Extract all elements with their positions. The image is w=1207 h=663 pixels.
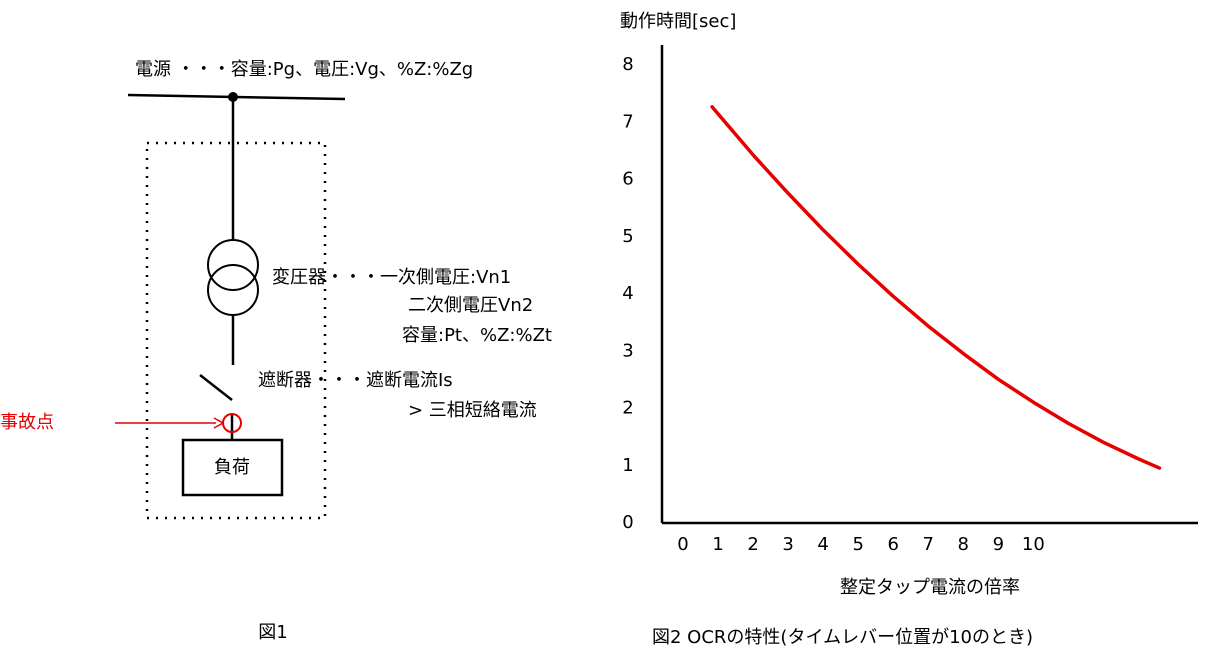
- y-tick-label: 3: [622, 340, 633, 361]
- x-tick-label: 1: [712, 534, 723, 555]
- y-tick-label: 4: [622, 283, 633, 304]
- load-box: [181, 438, 284, 497]
- y-tick-label: 0: [622, 512, 633, 533]
- transformer-coil: [207, 239, 259, 291]
- load-label: 負荷: [214, 457, 250, 478]
- x-tick-label: 10: [1022, 534, 1045, 555]
- x-tick-label: 5: [852, 534, 863, 555]
- x-tick-label: 3: [782, 534, 793, 555]
- x-tick-label: 4: [817, 534, 828, 555]
- x-tick-label: 9: [993, 534, 1004, 555]
- power-source-label: 電源 ・・・容量:Pg、電圧:Vg、%Z:%Zg: [135, 59, 473, 80]
- fault-point-label: 事故点: [0, 412, 54, 433]
- x-tick-label: 7: [923, 534, 934, 555]
- y-tick-label: 8: [622, 54, 633, 75]
- y-axis-title: 動作時間[sec]: [620, 11, 736, 32]
- transformer-label: 変圧器・・・一次側電圧:Vn1: [272, 267, 511, 288]
- breaker-label: 遮断器・・・遮断電流Is: [258, 370, 453, 391]
- x-tick-label: 6: [887, 534, 898, 555]
- fault-arrowhead: [213, 417, 225, 429]
- data-line: [710, 105, 1162, 470]
- chart-caption: 図2 OCRの特性(タイムレバー位置が10のとき): [652, 627, 1033, 648]
- breaker-switch: [199, 374, 233, 401]
- y-tick-label: 7: [622, 111, 633, 132]
- x-tick-label: 0: [677, 534, 688, 555]
- x-tick-label: 2: [747, 534, 758, 555]
- y-tick-label: 5: [622, 226, 633, 247]
- figure-caption: 図1: [258, 622, 287, 643]
- y-tick-label: 2: [622, 398, 633, 419]
- x-axis-title: 整定タップ電流の倍率: [840, 577, 1020, 598]
- boundary: [145, 141, 327, 520]
- breaker-label: > 三相短絡電流: [408, 400, 537, 421]
- y-tick-label: 1: [622, 455, 633, 476]
- x-tick-label: 8: [958, 534, 969, 555]
- transformer-label: 容量:Pt、%Z:%Zt: [402, 325, 552, 346]
- y-tick-label: 6: [622, 169, 633, 190]
- transformer-label: 二次側電圧Vn2: [408, 295, 533, 316]
